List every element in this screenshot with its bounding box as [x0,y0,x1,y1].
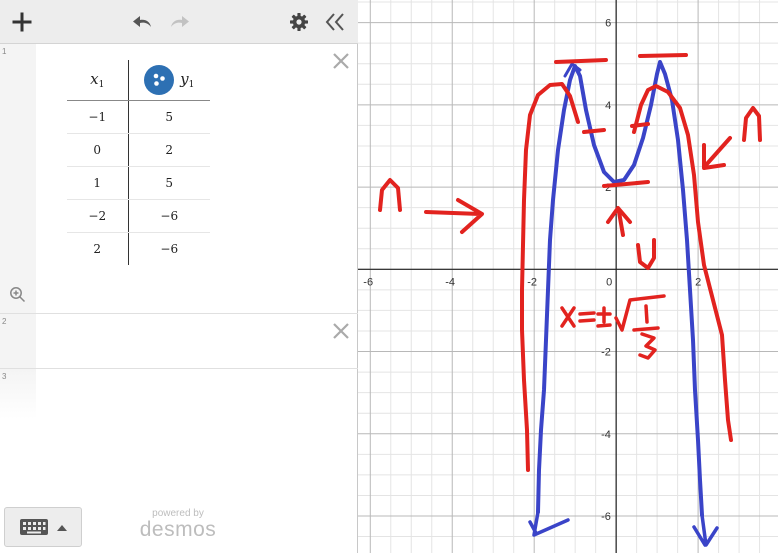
expression-panel: 1 x1 y1 [0,0,358,553]
red-right-cap [742,106,762,142]
table-row: −1 5 [67,100,210,134]
table-header-y[interactable]: y1 [128,60,210,101]
red-u-letter [636,238,656,270]
y-tick-label: 6 [605,18,611,30]
y-tick-label: -6 [601,511,611,523]
zoom-fit-icon[interactable] [9,286,26,308]
table-cell-y[interactable]: 2 [128,133,210,167]
red-upward-arrow [606,206,632,237]
expression-number: 2 [2,317,7,326]
plus-icon[interactable] [9,9,35,35]
table-row: 1 5 [67,166,210,200]
table-cell-y[interactable]: 5 [128,166,210,200]
y-tick-label: 2 [605,182,611,194]
y-tick-label: -4 [601,429,611,441]
data-table[interactable]: x1 y1 −1 5 0 2 1 [67,60,210,265]
red-left-cap [378,178,402,212]
expression-toolbar [0,0,358,44]
y-tick-label: -2 [601,347,611,359]
table-cell-x[interactable]: 1 [67,166,129,200]
desmos-logo-text: desmos [139,518,217,541]
x-header-subscript: 1 [98,79,105,90]
point-style-icon[interactable] [144,64,175,95]
y-tick-label: 4 [605,100,611,112]
y-header-subscript: 1 [188,79,195,90]
red-middle-marks [582,122,650,188]
expression-gutter [0,369,36,419]
close-icon[interactable] [332,322,350,340]
minor-gridlines [358,0,778,553]
table-cell-y[interactable]: −6 [160,241,179,256]
red-top-mark-right [638,53,688,58]
x-tick-label: -6 [363,276,373,288]
blue-curve-inner-left [563,62,582,78]
blue-curve [528,60,719,547]
expression-row-2[interactable]: 2 [0,314,358,369]
table-cell-x[interactable]: −2 [67,199,129,233]
table-cell-x[interactable]: −1 [67,100,129,134]
expression-number: 3 [2,372,7,381]
red-curve-left [520,82,580,472]
table-header-x[interactable]: x1 [67,60,129,101]
x-tick-label: -4 [445,276,455,288]
x-tick-labels: -6 -4 -2 0 2 [363,276,701,288]
x-header-label: x [90,69,99,88]
expression-row-1[interactable]: 1 [0,44,358,314]
y-header-label: y [180,69,189,88]
expression-gutter [0,44,36,313]
keypad-toggle-button[interactable] [4,507,82,547]
x-tick-label: 0 [606,276,612,288]
expression-row-3[interactable]: 3 [0,369,358,419]
red-right-arrow [702,136,732,170]
close-icon[interactable] [332,52,350,70]
table-cell-y[interactable]: −6 [128,199,210,233]
red-x-equals-label [560,306,612,328]
blue-arrow-left [528,510,570,537]
red-top-mark-left [554,58,608,64]
graph-paper[interactable]: -6 -4 -2 0 2 6 4 2 -2 -4 -6 [358,0,778,553]
x-tick-label: 2 [695,276,701,288]
powered-by-desmos[interactable]: powered by desmos [138,508,218,541]
expression-number: 1 [2,47,7,56]
red-ink-annotations [378,53,762,472]
redo-icon[interactable] [166,9,192,35]
red-curve-right [632,84,733,442]
blue-arrow-right [692,513,719,547]
undo-icon[interactable] [130,9,156,35]
red-left-arrow [424,198,484,234]
gear-icon[interactable] [286,9,312,35]
blue-curve-left-branch [536,60,704,517]
table-row: −2 −6 [67,199,210,233]
y-tick-labels: 6 4 2 -2 -4 -6 [601,18,611,523]
table-cell-y[interactable]: 5 [128,100,210,134]
red-one-third [632,304,660,360]
axes [358,0,778,553]
powered-by-text: powered by [152,508,204,519]
keyboard-icon [20,519,67,535]
graph-canvas[interactable]: -6 -4 -2 0 2 6 4 2 -2 -4 -6 [358,0,778,553]
red-sqrt-symbol [614,294,666,332]
x-tick-label: -2 [527,276,537,288]
expression-gutter [0,314,36,368]
table-row: 0 2 [67,133,210,167]
table-cell-x[interactable]: 0 [67,133,129,167]
table-header-row: x1 y1 [67,60,210,101]
double-chevron-left-icon[interactable] [322,9,348,35]
table-cell-x[interactable]: 2 [67,232,129,265]
table-row: 2 −6 [67,232,210,265]
